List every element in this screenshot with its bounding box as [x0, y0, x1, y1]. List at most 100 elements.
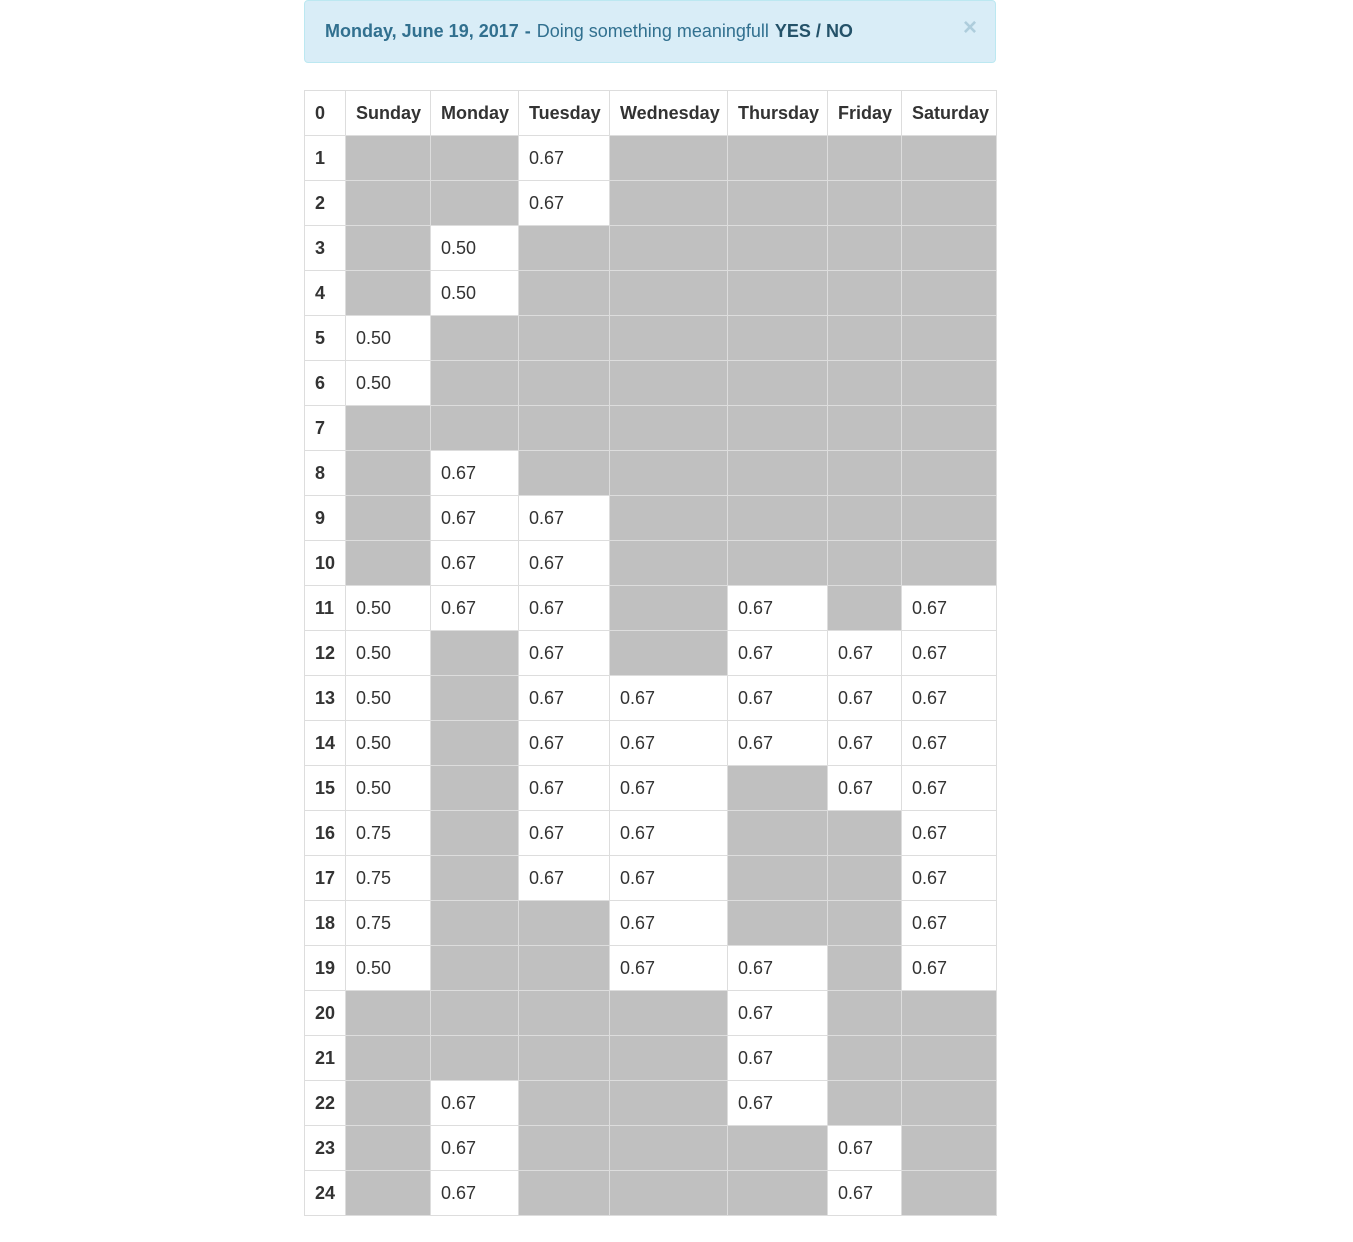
cell-wednesday[interactable]: 0.67 — [609, 810, 728, 856]
yes-link[interactable]: YES — [774, 21, 811, 41]
cell-sunday[interactable]: 0.50 — [345, 630, 431, 676]
cell-thursday[interactable] — [727, 405, 828, 451]
cell-monday[interactable] — [430, 945, 519, 991]
cell-wednesday[interactable] — [609, 225, 728, 271]
cell-wednesday[interactable]: 0.67 — [609, 675, 728, 721]
cell-wednesday[interactable]: 0.67 — [609, 765, 728, 811]
cell-monday[interactable] — [430, 315, 519, 361]
cell-friday[interactable] — [827, 360, 902, 406]
cell-wednesday[interactable]: 0.67 — [609, 720, 728, 766]
cell-saturday[interactable] — [901, 225, 997, 271]
cell-saturday[interactable] — [901, 495, 997, 541]
cell-sunday[interactable]: 0.50 — [345, 585, 431, 631]
cell-saturday[interactable]: 0.67 — [901, 810, 997, 856]
cell-tuesday[interactable]: 0.67 — [518, 855, 610, 901]
cell-monday[interactable] — [430, 810, 519, 856]
cell-saturday[interactable]: 0.67 — [901, 765, 997, 811]
cell-monday[interactable] — [430, 180, 519, 226]
cell-sunday[interactable] — [345, 135, 431, 181]
cell-monday[interactable]: 0.50 — [430, 270, 519, 316]
cell-sunday[interactable] — [345, 1170, 431, 1216]
cell-saturday[interactable]: 0.67 — [901, 675, 997, 721]
cell-sunday[interactable] — [345, 225, 431, 271]
cell-friday[interactable] — [827, 405, 902, 451]
cell-monday[interactable] — [430, 720, 519, 766]
cell-thursday[interactable]: 0.67 — [727, 720, 828, 766]
cell-thursday[interactable] — [727, 855, 828, 901]
cell-wednesday[interactable] — [609, 270, 728, 316]
cell-wednesday[interactable]: 0.67 — [609, 855, 728, 901]
cell-wednesday[interactable] — [609, 360, 728, 406]
cell-monday[interactable]: 0.67 — [430, 450, 519, 496]
cell-sunday[interactable]: 0.50 — [345, 675, 431, 721]
cell-tuesday[interactable] — [518, 1170, 610, 1216]
cell-tuesday[interactable] — [518, 990, 610, 1036]
cell-friday[interactable] — [827, 1080, 902, 1126]
cell-sunday[interactable] — [345, 450, 431, 496]
cell-thursday[interactable] — [727, 225, 828, 271]
cell-tuesday[interactable] — [518, 1080, 610, 1126]
cell-tuesday[interactable] — [518, 450, 610, 496]
cell-tuesday[interactable] — [518, 945, 610, 991]
cell-tuesday[interactable] — [518, 270, 610, 316]
cell-sunday[interactable]: 0.50 — [345, 720, 431, 766]
cell-thursday[interactable] — [727, 450, 828, 496]
cell-sunday[interactable]: 0.50 — [345, 765, 431, 811]
cell-wednesday[interactable] — [609, 1080, 728, 1126]
cell-sunday[interactable] — [345, 1035, 431, 1081]
cell-wednesday[interactable] — [609, 450, 728, 496]
cell-monday[interactable]: 0.67 — [430, 1125, 519, 1171]
cell-monday[interactable] — [430, 405, 519, 451]
cell-friday[interactable] — [827, 225, 902, 271]
cell-thursday[interactable] — [727, 1170, 828, 1216]
cell-monday[interactable] — [430, 675, 519, 721]
cell-sunday[interactable]: 0.75 — [345, 855, 431, 901]
cell-monday[interactable] — [430, 1035, 519, 1081]
cell-friday[interactable] — [827, 585, 902, 631]
cell-saturday[interactable]: 0.67 — [901, 585, 997, 631]
cell-saturday[interactable] — [901, 360, 997, 406]
cell-wednesday[interactable] — [609, 1170, 728, 1216]
cell-thursday[interactable] — [727, 495, 828, 541]
cell-monday[interactable] — [430, 855, 519, 901]
cell-monday[interactable]: 0.67 — [430, 495, 519, 541]
cell-sunday[interactable] — [345, 540, 431, 586]
cell-saturday[interactable]: 0.67 — [901, 855, 997, 901]
cell-sunday[interactable] — [345, 990, 431, 1036]
cell-friday[interactable] — [827, 315, 902, 361]
cell-friday[interactable] — [827, 945, 902, 991]
cell-tuesday[interactable]: 0.67 — [518, 495, 610, 541]
cell-monday[interactable] — [430, 360, 519, 406]
cell-thursday[interactable] — [727, 765, 828, 811]
cell-wednesday[interactable] — [609, 1035, 728, 1081]
cell-tuesday[interactable]: 0.67 — [518, 135, 610, 181]
cell-monday[interactable] — [430, 990, 519, 1036]
cell-thursday[interactable]: 0.67 — [727, 990, 828, 1036]
cell-tuesday[interactable]: 0.67 — [518, 720, 610, 766]
cell-friday[interactable] — [827, 900, 902, 946]
cell-tuesday[interactable] — [518, 315, 610, 361]
cell-sunday[interactable] — [345, 180, 431, 226]
cell-friday[interactable] — [827, 135, 902, 181]
cell-thursday[interactable] — [727, 360, 828, 406]
cell-thursday[interactable] — [727, 180, 828, 226]
cell-sunday[interactable]: 0.50 — [345, 315, 431, 361]
cell-saturday[interactable] — [901, 135, 997, 181]
cell-sunday[interactable] — [345, 1080, 431, 1126]
cell-friday[interactable]: 0.67 — [827, 630, 902, 676]
cell-friday[interactable] — [827, 1035, 902, 1081]
cell-saturday[interactable] — [901, 1125, 997, 1171]
cell-tuesday[interactable] — [518, 405, 610, 451]
cell-saturday[interactable] — [901, 180, 997, 226]
cell-sunday[interactable]: 0.50 — [345, 945, 431, 991]
cell-friday[interactable] — [827, 495, 902, 541]
cell-tuesday[interactable]: 0.67 — [518, 585, 610, 631]
cell-friday[interactable] — [827, 810, 902, 856]
cell-saturday[interactable]: 0.67 — [901, 630, 997, 676]
cell-saturday[interactable]: 0.67 — [901, 720, 997, 766]
cell-friday[interactable] — [827, 990, 902, 1036]
cell-sunday[interactable] — [345, 405, 431, 451]
cell-tuesday[interactable]: 0.67 — [518, 675, 610, 721]
cell-thursday[interactable] — [727, 900, 828, 946]
cell-saturday[interactable] — [901, 990, 997, 1036]
